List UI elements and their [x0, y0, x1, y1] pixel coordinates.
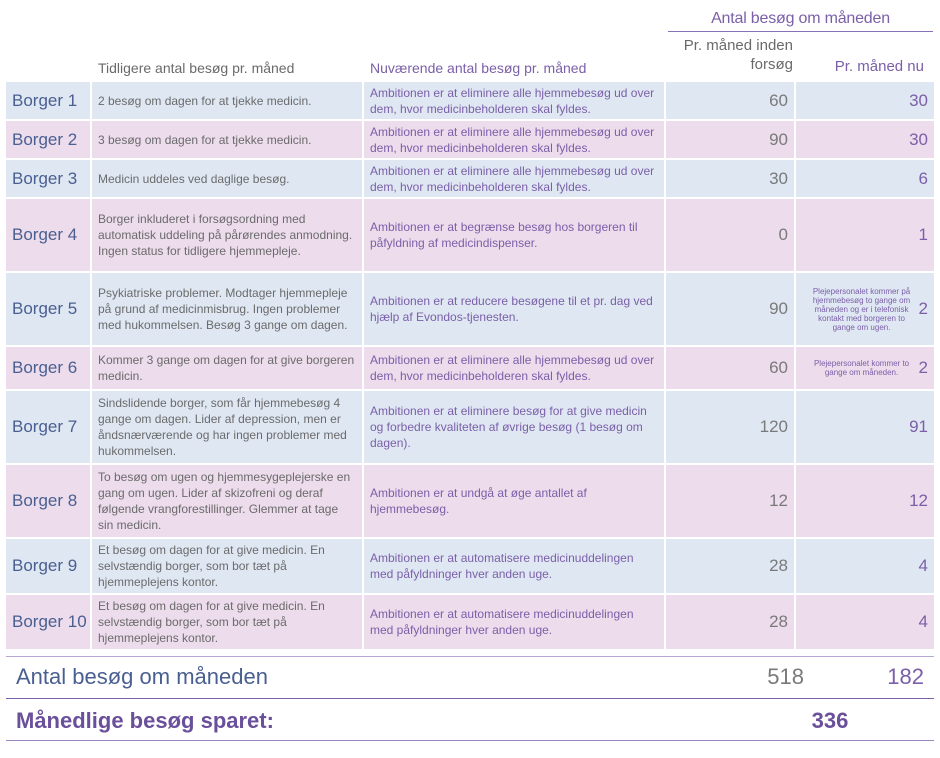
table-row: Borger 3 Medicin uddeles ved daglige bes… — [6, 160, 934, 197]
totals-before: 518 — [767, 664, 804, 689]
totals-label: Antal besøg om måneden — [16, 664, 268, 689]
visits-now: 4 — [796, 595, 934, 649]
visits-now-cell: Plejepersonalet kommer på hjemmebesøg to… — [796, 273, 934, 345]
current-visits: Ambitionen er at undgå at øge antallet a… — [364, 465, 666, 537]
totals-top-rule — [6, 656, 934, 657]
previous-visits: Medicin uddeles ved daglige besøg. — [92, 160, 364, 197]
saved-bottom-rule — [6, 740, 934, 741]
citizen-name: Borger 9 — [6, 539, 92, 593]
visits-before: 0 — [666, 199, 796, 271]
current-visits: Ambitionen er at reducere besøgene til e… — [364, 273, 666, 345]
visits-now: 4 — [796, 539, 934, 593]
visits-before: 120 — [666, 391, 796, 463]
previous-visits: Psykiatriske problemer. Modtager hjemmep… — [92, 273, 364, 345]
current-visits: Ambitionen er at eliminere alle hjemmebe… — [364, 121, 666, 158]
visits-now: 2 — [918, 358, 928, 377]
previous-visits: Et besøg om dagen for at give medicin. E… — [92, 595, 364, 649]
previous-visits: Sindslidende borger, som får hjemmebesøg… — [92, 391, 364, 463]
visits-now-note: Plejepersonalet kommer to gange om måned… — [813, 359, 910, 377]
saved-label: Månedlige besøg sparet: — [16, 708, 274, 733]
saved-value: 336 — [811, 708, 849, 733]
table-row: Borger 2 3 besøg om dagen for at tjekke … — [6, 121, 934, 158]
visits-before: 28 — [666, 539, 796, 593]
citizen-name: Borger 6 — [6, 347, 92, 389]
totals-bottom-rule — [6, 698, 934, 699]
table-row: Borger 8 To besøg om ugen og hjemmesygep… — [6, 465, 934, 537]
previous-visits: 3 besøg om dagen for at tjekke medicin. — [92, 121, 364, 158]
visits-now: 1 — [796, 199, 934, 271]
table-row: Borger 9 Et besøg om dagen for at give m… — [6, 539, 934, 593]
visits-now: 2 — [918, 299, 928, 318]
column-header-before: Pr. måned inden forsøg — [683, 37, 793, 73]
visits-now-cell: Plejepersonalet kommer to gange om måned… — [796, 347, 934, 389]
column-header-now: Pr. måned nu — [834, 58, 924, 75]
citizen-name: Borger 8 — [6, 465, 92, 537]
visits-now: 6 — [796, 160, 934, 197]
table-row: Borger 10 Et besøg om dagen for at give … — [6, 595, 934, 649]
previous-visits: To besøg om ugen og hjemmesygeplejerske … — [92, 465, 364, 537]
column-header-current: Nuværende antal besøg pr. måned — [370, 60, 587, 76]
visits-now-note: Plejepersonalet kommer på hjemmebesøg to… — [812, 286, 911, 332]
citizen-name: Borger 7 — [6, 391, 92, 463]
table-row: Borger 1 2 besøg om dagen for at tjekke … — [6, 82, 934, 119]
group-header-rule — [668, 31, 933, 32]
current-visits: Ambitionen er at eliminere besøg for at … — [364, 391, 666, 463]
visits-now: 12 — [796, 465, 934, 537]
previous-visits: Borger inkluderet i forsøgsordning med a… — [92, 199, 364, 271]
previous-visits: Et besøg om dagen for at give medicin. E… — [92, 539, 364, 593]
citizen-table: Borger 1 2 besøg om dagen for at tjekke … — [6, 80, 934, 651]
previous-visits: 2 besøg om dagen for at tjekke medicin. — [92, 82, 364, 119]
visits-before: 60 — [666, 82, 796, 119]
visits-before: 60 — [666, 347, 796, 389]
citizen-name: Borger 1 — [6, 82, 92, 119]
visits-before: 90 — [666, 121, 796, 158]
visits-before: 12 — [666, 465, 796, 537]
table-row: Borger 5 Psykiatriske problemer. Modtage… — [6, 273, 934, 345]
current-visits: Ambitionen er at eliminere alle hjemmebe… — [364, 347, 666, 389]
column-header-previous: Tidligere antal besøg pr. måned — [98, 60, 295, 76]
table-row: Borger 7 Sindslidende borger, som får hj… — [6, 391, 934, 463]
visits-now: 91 — [796, 391, 934, 463]
visits-before: 30 — [666, 160, 796, 197]
visits-before: 90 — [666, 273, 796, 345]
table-row: Borger 4 Borger inkluderet i forsøgsordn… — [6, 199, 934, 271]
current-visits: Ambitionen er at eliminere alle hjemmebe… — [364, 160, 666, 197]
group-header-title: Antal besøg om måneden — [711, 10, 890, 27]
previous-visits: Kommer 3 gange om dagen for at give borg… — [92, 347, 364, 389]
citizen-name: Borger 2 — [6, 121, 92, 158]
current-visits: Ambitionen er at automatisere medicinudd… — [364, 539, 666, 593]
visits-now: 30 — [796, 82, 934, 119]
citizen-name: Borger 4 — [6, 199, 92, 271]
table-row: Borger 6 Kommer 3 gange om dagen for at … — [6, 347, 934, 389]
visits-now: 30 — [796, 121, 934, 158]
totals-now: 182 — [887, 664, 924, 689]
citizen-name: Borger 3 — [6, 160, 92, 197]
citizen-name: Borger 10 — [6, 595, 92, 649]
visits-before: 28 — [666, 595, 796, 649]
citizen-name: Borger 5 — [6, 273, 92, 345]
current-visits: Ambitionen er at automatisere medicinudd… — [364, 595, 666, 649]
current-visits: Ambitionen er at eliminere alle hjemmebe… — [364, 82, 666, 119]
current-visits: Ambitionen er at begrænse besøg hos borg… — [364, 199, 666, 271]
